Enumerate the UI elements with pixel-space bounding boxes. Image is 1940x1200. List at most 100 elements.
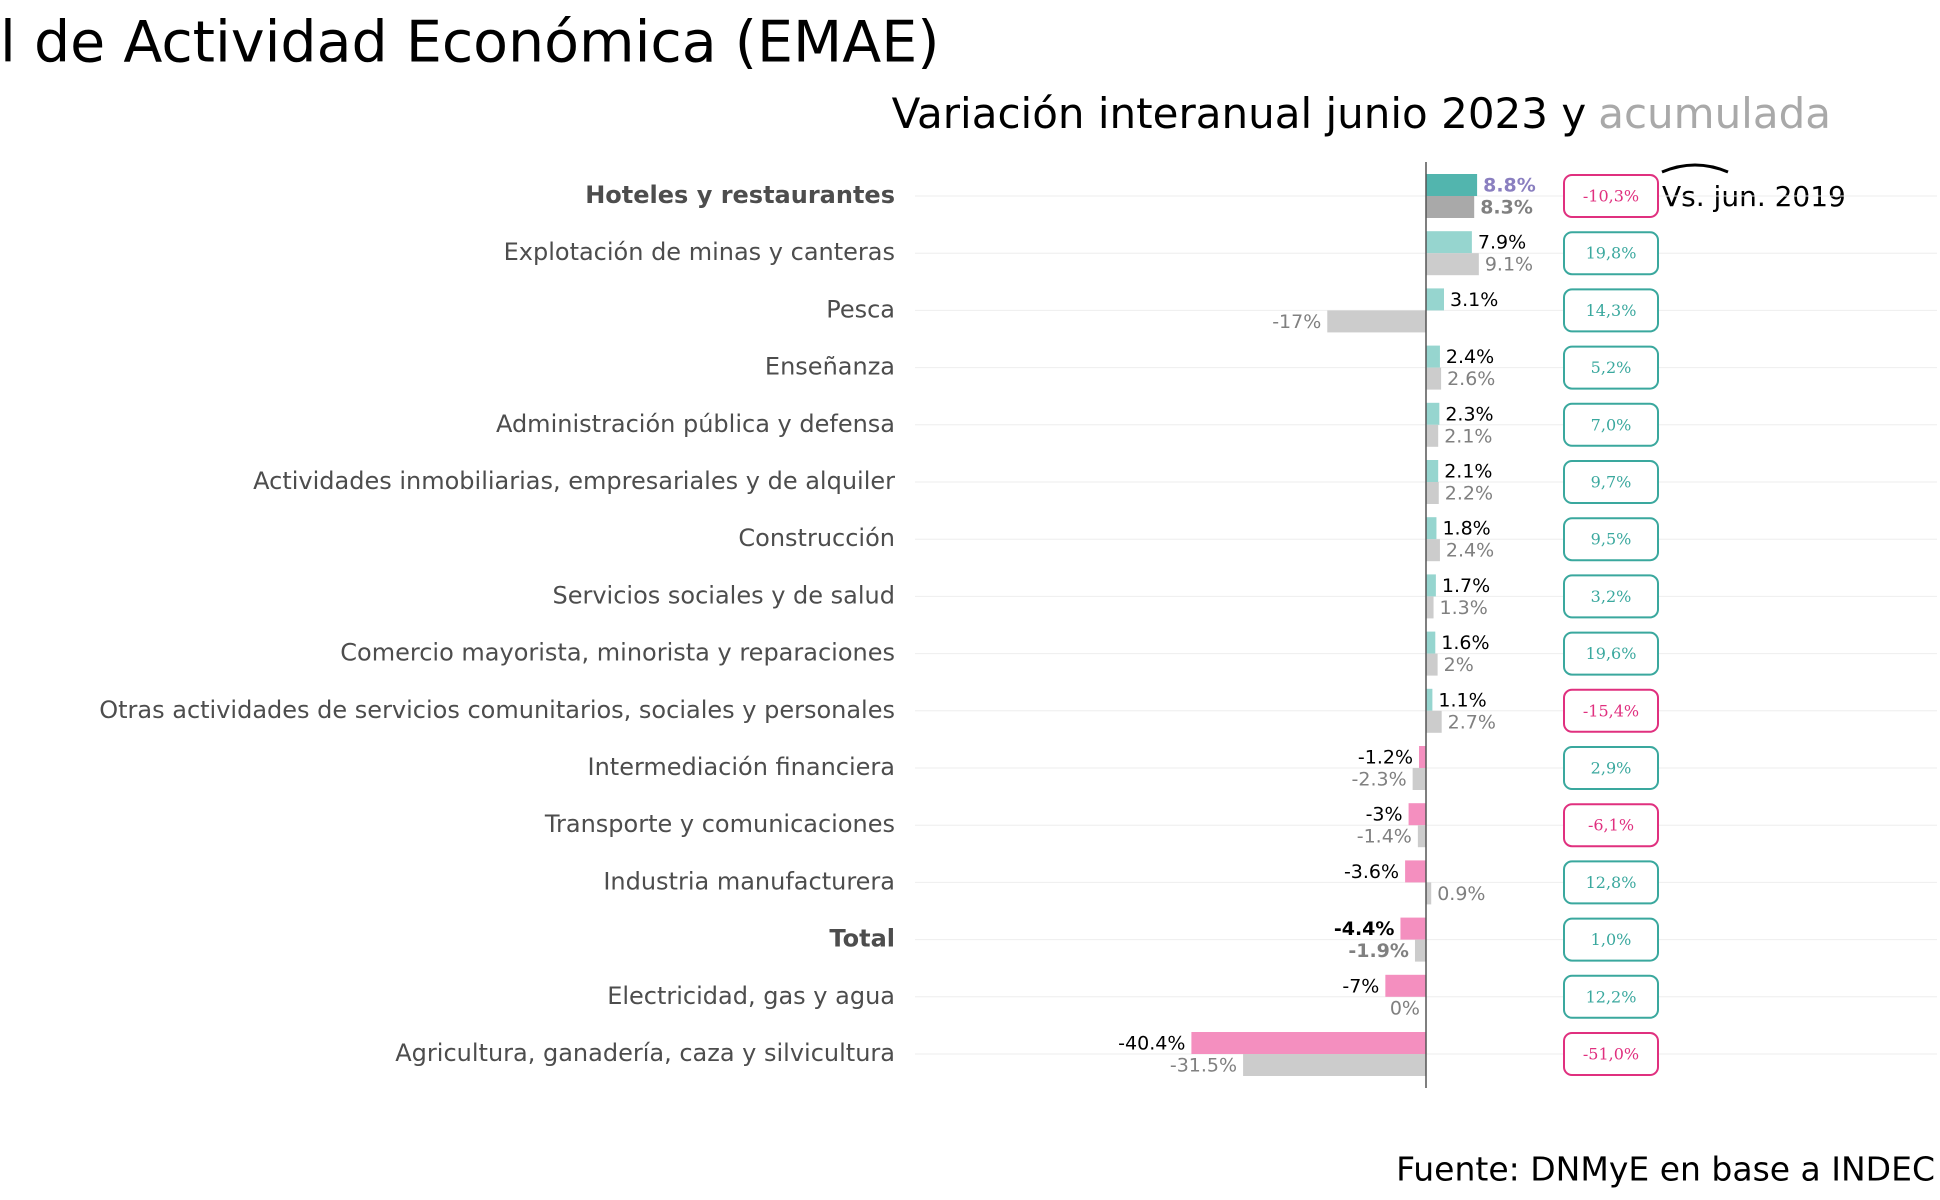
value-label: 2.7% <box>1448 711 1496 733</box>
bar <box>1417 825 1426 848</box>
chart-title: l de Actividad Económica (EMAE) <box>0 10 939 76</box>
category-label: Explotación de minas y canteras <box>504 238 895 266</box>
bar <box>1426 482 1439 504</box>
comparison-box <box>1563 288 1659 333</box>
bar <box>1426 539 1440 562</box>
comparison-box <box>1563 517 1659 562</box>
value-label: -4.4% <box>1334 918 1395 940</box>
comparison-label: -15,4% <box>1583 701 1639 720</box>
comparison-label: 12,2% <box>1586 987 1637 1006</box>
subtitle: Variación interanual junio 2023 y <box>892 89 1587 138</box>
bar <box>1426 231 1472 254</box>
comparison-label: 7,0% <box>1591 415 1632 434</box>
category-label: Actividades inmobiliarias, empresariales… <box>253 467 895 495</box>
value-label: 2.6% <box>1447 368 1495 390</box>
value-label: 8.3% <box>1480 197 1533 219</box>
bar <box>1426 653 1438 676</box>
bar <box>1426 631 1436 654</box>
comparison-label: 12,8% <box>1586 873 1637 892</box>
bar <box>1426 367 1442 390</box>
comparison-box <box>1563 746 1659 790</box>
bar <box>1426 882 1432 905</box>
value-label: -1.2% <box>1358 747 1413 769</box>
comparison-label: 5,2% <box>1591 358 1632 377</box>
comparison-box <box>1563 631 1659 676</box>
bar <box>1426 710 1442 733</box>
bar <box>1426 574 1436 597</box>
value-label: 9.1% <box>1485 254 1533 276</box>
value-label: 3.1% <box>1450 289 1498 311</box>
value-label: -17% <box>1272 311 1321 333</box>
comparison-label: 19,6% <box>1586 644 1637 663</box>
value-label: 2.1% <box>1444 461 1492 483</box>
subtitle-highlight: acumulada <box>1598 89 1831 138</box>
comparison-label: -10,3% <box>1583 187 1639 206</box>
value-label: 1.3% <box>1440 597 1488 619</box>
chart-subtitle: Variación interanual junio 2023 y acumula… <box>892 89 1831 138</box>
value-label: -3.6% <box>1344 861 1399 883</box>
value-label: 2.2% <box>1445 483 1493 505</box>
comparison-box <box>1563 917 1659 962</box>
source: Fuente: DNMyE en base a INDEC <box>1396 1150 1935 1189</box>
category-label: Total <box>829 925 895 953</box>
value-label: -2.3% <box>1352 769 1407 791</box>
value-label: 7.9% <box>1478 232 1526 254</box>
bar <box>1426 174 1478 196</box>
comparison-label: -51,0% <box>1583 1045 1639 1064</box>
comparison-box <box>1563 231 1659 276</box>
value-label: 8.8% <box>1483 175 1536 197</box>
value-label: 2.1% <box>1444 425 1492 447</box>
value-label: -1.9% <box>1348 940 1409 962</box>
value-label: 2.4% <box>1446 540 1494 562</box>
value-label: 1.6% <box>1441 632 1489 654</box>
comparison-box <box>1563 174 1659 218</box>
category-label: Intermediación financiera <box>588 753 896 781</box>
value-label: -7% <box>1342 975 1379 997</box>
bar <box>1426 402 1440 425</box>
category-label: Enseñanza <box>765 353 895 381</box>
bar <box>1414 939 1426 962</box>
category-label: Electricidad, gas y agua <box>607 982 895 1010</box>
bar <box>1426 688 1433 711</box>
value-label: 2% <box>1444 654 1474 676</box>
value-label: 1.8% <box>1442 518 1490 540</box>
category-label: Industria manufacturera <box>603 867 895 895</box>
bar <box>1426 596 1434 619</box>
bar <box>1412 768 1426 790</box>
bar <box>1405 860 1426 883</box>
comparison-label: 1,0% <box>1591 930 1632 949</box>
comparison-label: 2,9% <box>1591 759 1632 778</box>
bar <box>1243 1054 1426 1076</box>
comparison-box <box>1563 803 1659 848</box>
comparison-box <box>1563 574 1659 619</box>
value-label: -3% <box>1366 804 1403 826</box>
bar <box>1426 196 1475 218</box>
comparison-box <box>1563 688 1659 733</box>
bar <box>1426 288 1445 311</box>
value-label: 2.4% <box>1446 346 1494 368</box>
bar <box>1327 310 1426 333</box>
bar <box>1426 460 1439 482</box>
bar <box>1400 917 1426 940</box>
category-label: Agricultura, ganadería, caza y silvicult… <box>395 1039 895 1067</box>
comparison-label: 9,5% <box>1591 530 1632 549</box>
comparison-box <box>1563 974 1659 1019</box>
annotation-arc <box>1661 163 1729 174</box>
value-label: 0% <box>1390 997 1420 1019</box>
bar <box>1426 345 1440 368</box>
bar <box>1191 1032 1426 1054</box>
comparison-label: 19,8% <box>1586 244 1637 263</box>
category-label: Otras actividades de servicios comunitar… <box>99 696 895 724</box>
bar <box>1426 517 1437 540</box>
value-label: -31.5% <box>1170 1055 1237 1077</box>
comparison-box <box>1563 1032 1659 1076</box>
value-label: -40.4% <box>1118 1033 1185 1055</box>
category-label: Construcción <box>738 524 895 552</box>
bar <box>1419 746 1426 768</box>
category-label: Comercio mayorista, minorista y reparaci… <box>340 639 895 667</box>
value-label: 1.7% <box>1442 575 1490 597</box>
value-label: 2.3% <box>1445 403 1493 425</box>
bar <box>1408 803 1426 826</box>
bar <box>1426 253 1479 276</box>
